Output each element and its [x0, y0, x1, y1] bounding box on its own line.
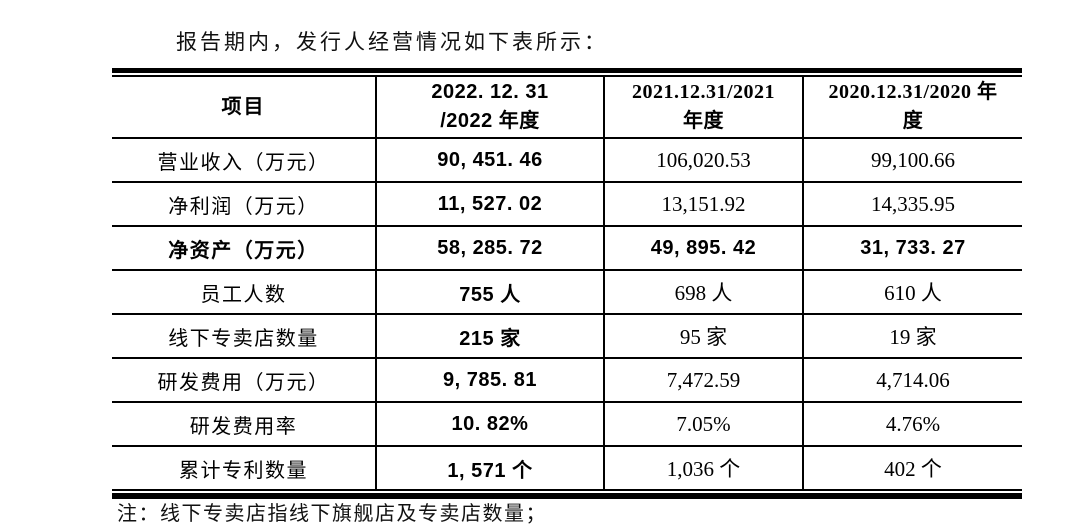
row-label: 员工人数 — [112, 270, 376, 315]
value-2020: 610 人 — [802, 270, 1022, 315]
table-row-rd-expense: 研发费用（万元） 9, 785. 81 7,472.59 4,714.06 — [112, 358, 1022, 403]
value-2020: 19 家 — [802, 314, 1022, 359]
value-2020: 99,100.66 — [802, 138, 1022, 183]
value-2020: 4,714.06 — [802, 358, 1022, 403]
row-label: 净利润（万元） — [112, 182, 376, 227]
operating-results-table-block: 项目 2022. 12. 31 /2022 年度 2021.12.31/2021… — [112, 68, 1022, 499]
value-2022: 755 人 — [375, 270, 604, 315]
footnote: 注：线下专卖店指线下旗舰店及专卖店数量； — [117, 503, 547, 525]
value-2020: 14,335.95 — [802, 182, 1022, 227]
value-2021: 106,020.53 — [603, 138, 803, 183]
value-2021: 49, 895. 42 — [603, 226, 803, 271]
value-2021: 7,472.59 — [603, 358, 803, 403]
value-2022: 215 家 — [375, 314, 604, 359]
value-2020: 4.76% — [802, 402, 1022, 447]
value-2022: 90, 451. 46 — [375, 138, 604, 183]
header-2021: 2021.12.31/2021 年度 — [603, 76, 803, 139]
row-label: 研发费用（万元） — [112, 358, 376, 403]
value-2021: 698 人 — [603, 270, 803, 315]
value-2021: 7.05% — [603, 402, 803, 447]
row-label: 净资产（万元） — [112, 226, 376, 271]
value-2021: 95 家 — [603, 314, 803, 359]
header-2020: 2020.12.31/2020 年 度 — [802, 76, 1022, 139]
table-row-offline-stores: 线下专卖店数量 215 家 95 家 19 家 — [112, 314, 1022, 359]
table-row-employees: 员工人数 755 人 698 人 610 人 — [112, 270, 1022, 315]
value-2022: 1, 571 个 — [375, 446, 604, 491]
intro-paragraph: 报告期内，发行人经营情况如下表所示： — [176, 30, 608, 54]
value-2021: 13,151.92 — [603, 182, 803, 227]
value-2022: 11, 527. 02 — [375, 182, 604, 227]
table-header-row: 项目 2022. 12. 31 /2022 年度 2021.12.31/2021… — [112, 76, 1022, 139]
value-2021: 1,036 个 — [603, 446, 803, 491]
table-top-thick-rule — [112, 68, 1022, 73]
row-label: 营业收入（万元） — [112, 138, 376, 183]
row-label: 研发费用率 — [112, 402, 376, 447]
row-label: 累计专利数量 — [112, 446, 376, 491]
row-label: 线下专卖店数量 — [112, 314, 376, 359]
table-bottom-thick-rule — [112, 493, 1022, 499]
table-row-rd-expense-ratio: 研发费用率 10. 82% 7.05% 4.76% — [112, 402, 1022, 447]
value-2022: 58, 285. 72 — [375, 226, 604, 271]
table-row-net-profit: 净利润（万元） 11, 527. 02 13,151.92 14,335.95 — [112, 182, 1022, 227]
table-row-cumulative-patents: 累计专利数量 1, 571 个 1,036 个 402 个 — [112, 446, 1022, 491]
operating-results-table: 项目 2022. 12. 31 /2022 年度 2021.12.31/2021… — [112, 75, 1022, 491]
value-2020: 402 个 — [802, 446, 1022, 491]
header-2022: 2022. 12. 31 /2022 年度 — [375, 76, 604, 139]
value-2022: 10. 82% — [375, 402, 604, 447]
value-2022: 9, 785. 81 — [375, 358, 604, 403]
header-item: 项目 — [112, 76, 376, 139]
table-row-net-assets: 净资产（万元） 58, 285. 72 49, 895. 42 31, 733.… — [112, 226, 1022, 271]
value-2020: 31, 733. 27 — [802, 226, 1022, 271]
table-row-revenue: 营业收入（万元） 90, 451. 46 106,020.53 99,100.6… — [112, 138, 1022, 183]
